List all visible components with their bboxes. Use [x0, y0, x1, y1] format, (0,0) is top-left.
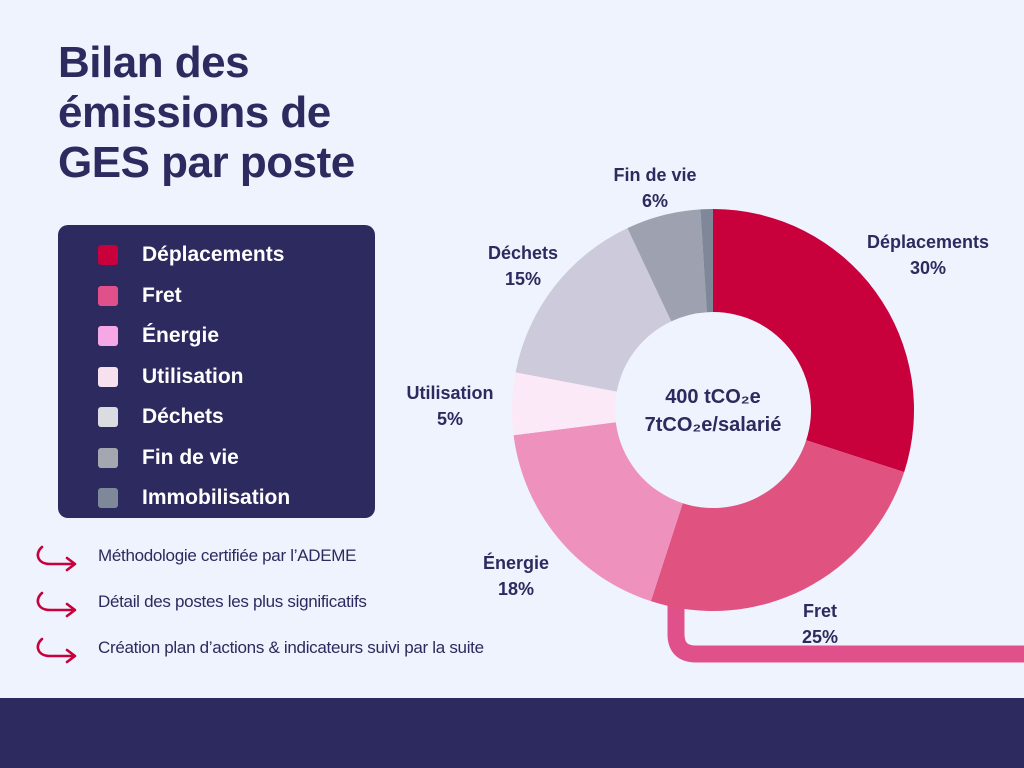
list-item-text: Création plan d’actions & indicateurs su… [98, 638, 484, 657]
legend-label: Déchets [142, 405, 224, 429]
chart-legend: Déplacements Fret Énergie Utilisation Dé… [58, 225, 375, 518]
legend-item-fret: Fret [58, 276, 375, 317]
list-item-text: Détail des postes les plus significatifs [98, 592, 367, 611]
donut-slice-2 [650, 440, 905, 611]
legend-label: Déplacements [142, 243, 285, 267]
donut-slice-4 [511, 372, 617, 436]
list-item: Méthodologie certifiée par l’ADEME [30, 540, 500, 584]
slice-value-label: 30% [910, 258, 946, 278]
slice-value-label: 18% [498, 579, 534, 599]
legend-swatch [98, 407, 118, 428]
legend-swatch [98, 488, 118, 509]
legend-item-utilisation: Utilisation [58, 357, 375, 398]
chart-center-per-employee: 7tCO₂e/salarié [645, 414, 782, 436]
curved-arrow-icon [36, 545, 77, 572]
page-title: Bilan des émissions de GES par poste [58, 38, 355, 188]
slice-label: Déchets [488, 243, 558, 263]
slice-label: Utilisation [406, 383, 493, 403]
slice-label: Fin de vie [613, 165, 696, 185]
slice-value-label: 25% [802, 627, 838, 647]
curved-arrow-icon [36, 637, 77, 664]
title-line: GES par poste [58, 138, 355, 187]
legend-label: Fret [142, 283, 182, 307]
slice-value-label: 6% [642, 191, 668, 211]
legend-label: Immobilisation [142, 486, 291, 510]
legend-swatch [98, 366, 118, 387]
legend-label: Utilisation [142, 364, 244, 388]
donut-chart: Déplacements 30% Fret 25% Énergie 18% Utilisat… [406, 165, 1024, 663]
legend-label: Fin de vie [142, 445, 239, 469]
title-line: Bilan des [58, 38, 250, 87]
legend-swatch [98, 326, 118, 347]
donut-slice-1 [713, 209, 914, 473]
donut-slice-5 [515, 228, 672, 392]
title-line: émissions de [58, 88, 331, 137]
slice-label: Fret [803, 601, 837, 621]
legend-item-dechets: Déchets [58, 397, 375, 438]
donut-slice-6 [627, 209, 707, 322]
footer-bar [0, 698, 1024, 768]
legend-label: Énergie [142, 324, 220, 348]
slice-label: Déplacements [867, 232, 989, 252]
slice-value-label: 5% [437, 409, 463, 429]
legend-item-fin-de-vie: Fin de vie [58, 438, 375, 479]
chart-center-total: 400 tCO₂e [665, 386, 761, 408]
legend-item-immobilisation: Immobilisation [58, 478, 375, 519]
list-item-text: Méthodologie certifiée par l’ADEME [98, 546, 357, 565]
list-item: Création plan d’actions & indicateurs su… [30, 632, 500, 676]
slice-label: Énergie [483, 552, 549, 573]
donut-slice-3 [513, 422, 683, 602]
legend-item-deplacements: Déplacements [58, 235, 375, 276]
legend-swatch [98, 245, 118, 266]
legend-swatch [98, 447, 118, 468]
list-item: Détail des postes les plus significatifs [30, 586, 500, 630]
legend-item-energie: Énergie [58, 316, 375, 357]
donut-slice-7 [700, 209, 713, 313]
curved-arrow-icon [36, 591, 77, 618]
legend-swatch [98, 285, 118, 306]
fret-connector-line [667, 603, 1024, 663]
slice-value-label: 15% [505, 269, 541, 289]
